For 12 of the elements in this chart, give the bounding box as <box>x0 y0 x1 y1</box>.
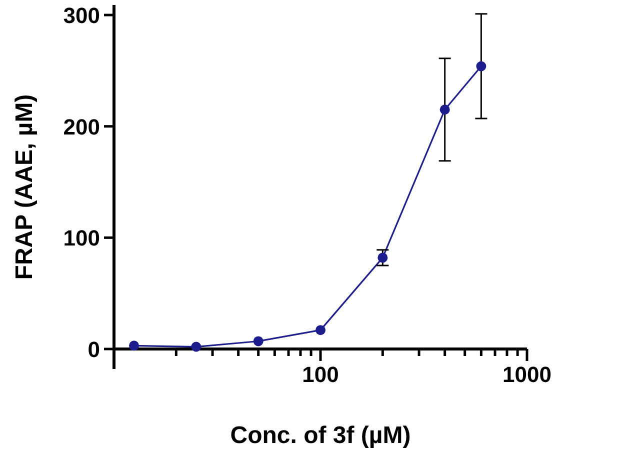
y-tick-label: 0 <box>88 337 100 362</box>
y-tick-label: 300 <box>63 3 100 28</box>
point <box>191 342 202 352</box>
point <box>129 340 140 351</box>
y-tick-label: 200 <box>63 114 100 140</box>
x-tick-label: 1000 <box>502 362 552 387</box>
point <box>316 325 326 336</box>
point <box>253 336 264 346</box>
point <box>440 104 450 115</box>
y-tick-label: 100 <box>63 226 100 251</box>
y-axis-title: FRAP (AAE, µM) <box>11 94 38 280</box>
x-axis-title: Conc. of 3f (µM) <box>230 422 411 449</box>
